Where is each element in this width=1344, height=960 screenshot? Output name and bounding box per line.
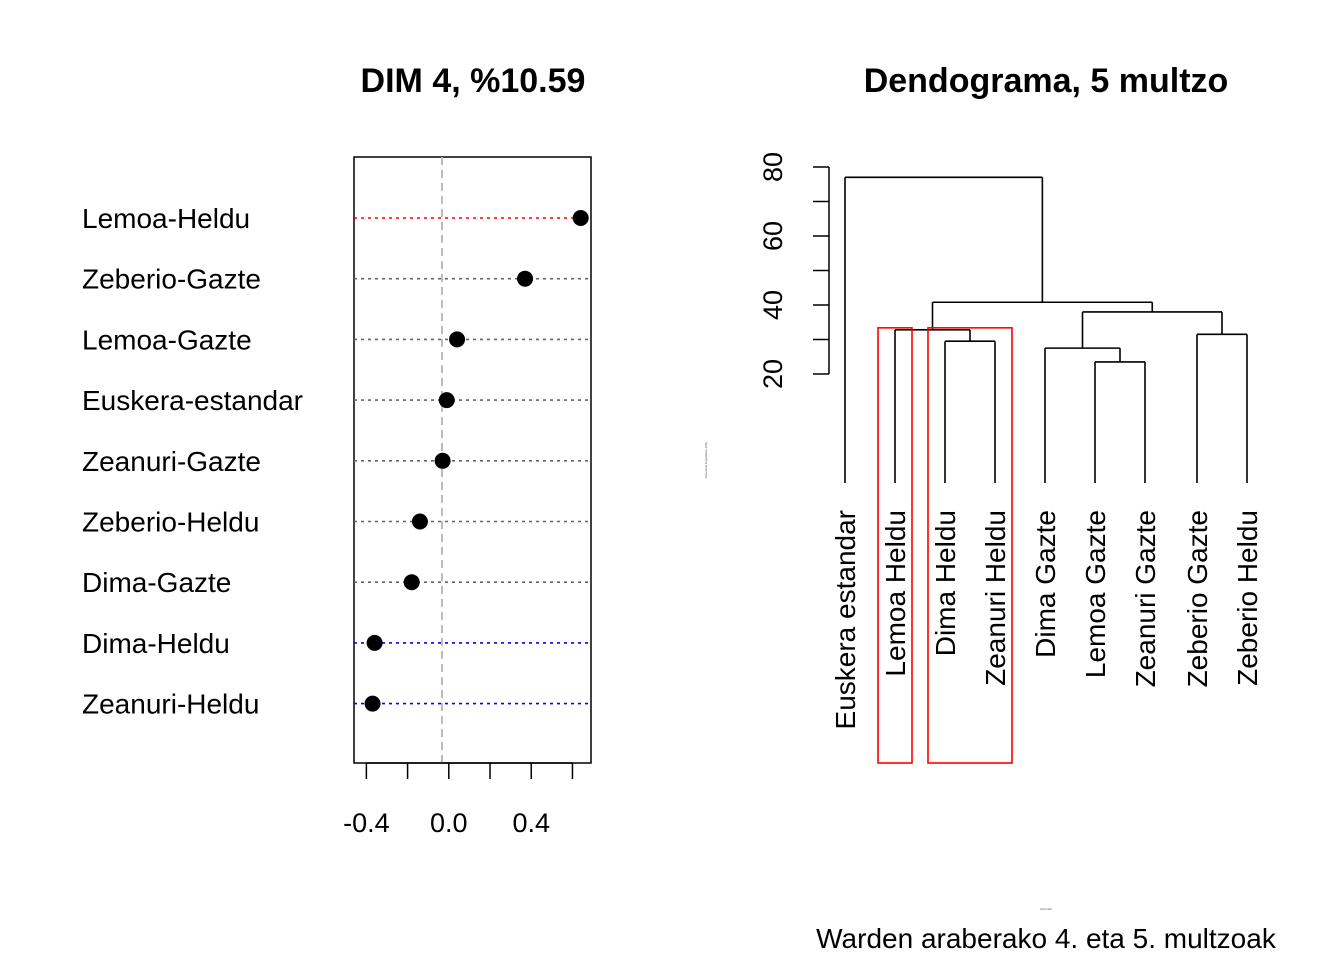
leaf-label: Lemoa Gazte (1080, 510, 1111, 678)
dot-point (411, 513, 428, 530)
x-tick-label: -0.4 (343, 808, 390, 838)
leaf-label: Dima Heldu (930, 510, 961, 656)
leaf-label: Zeberio Gazte (1182, 510, 1213, 687)
leaf-label: Dima Gazte (1030, 510, 1061, 658)
dotchart-title: DIM 4, %10.59 (361, 62, 586, 100)
dotchart-panel: Lemoa-Heldu Zeberio-Gazte Lemoa-Gazte Euske… (82, 156, 592, 838)
x-tick-label: 0.4 (512, 808, 550, 838)
dendrogram-title: Dendograma, 5 multzo (864, 62, 1229, 100)
dot-category-label: Dima-Gazte (82, 567, 231, 598)
dot-category-label: Euskera-estandar (82, 385, 303, 416)
leaf-label: Euskera estandar (830, 510, 861, 729)
dot-point (364, 695, 381, 712)
dendrogram-caption: Warden araberako 4. eta 5. multzoak (816, 923, 1277, 954)
dot-category-label: Lemoa-Heldu (82, 203, 250, 234)
dendrogram-panel: 20 40 60 80 Euskera estandar Lemoa Heldu Dima… (758, 152, 1263, 764)
dot-point (449, 331, 466, 348)
dot-category-label: Dima-Heldu (82, 628, 230, 659)
dot-point (572, 210, 589, 226)
leaf-label: Lemoa Heldu (880, 510, 911, 677)
leaf-label: Zeberio Heldu (1232, 510, 1263, 686)
y-tick-label: 20 (758, 359, 788, 389)
y-tick-label: 60 (758, 221, 788, 251)
x-tick-label: 0.0 (430, 808, 468, 838)
dot-point (434, 452, 451, 469)
dendrogram-x-axis-label: Hiztunak (1040, 907, 1052, 911)
leaf-label: Zeanuri Gazte (1130, 510, 1161, 687)
dot-point (366, 634, 383, 651)
leaf-label: Zeanuri Heldu (980, 510, 1011, 686)
dendrogram-y-axis-label: Distantzia linguistikoa (RD) (704, 442, 708, 478)
dot-category-label: Zeanuri-Gazte (82, 446, 261, 477)
dot-category-label: Lemoa-Gazte (82, 324, 252, 355)
dot-point (403, 574, 420, 591)
y-tick-label: 80 (758, 152, 788, 182)
cluster-highlight-box (927, 327, 1013, 764)
cluster-highlight-box (877, 327, 913, 764)
dot-category-label: Zeberio-Heldu (82, 507, 259, 538)
dot-point (517, 270, 534, 287)
dot-category-label: Zeanuri-Heldu (82, 689, 259, 720)
dot-category-label: Zeberio-Gazte (82, 264, 261, 295)
y-tick-label: 40 (758, 290, 788, 320)
dot-point (438, 392, 455, 409)
